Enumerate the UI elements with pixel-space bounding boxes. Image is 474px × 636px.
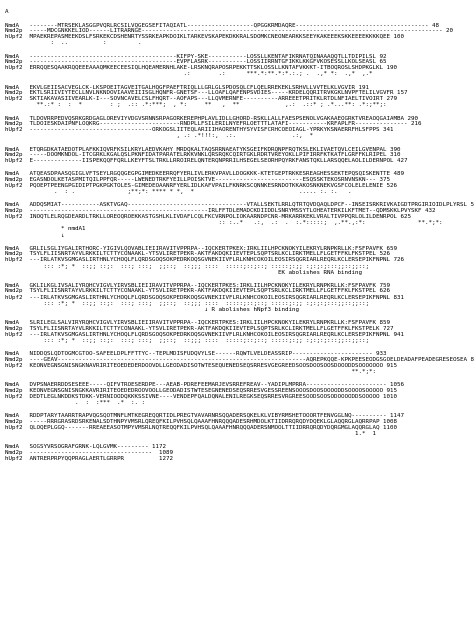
Text: A

NmdA   --------MTRSEKLASGGPVQRLRCSILVQGEGSEFITAQIATL-------------------QPGGKR: A NmdA --------MTRSEKLASGGPVQRLRCSILVQGE… bbox=[5, 10, 474, 461]
